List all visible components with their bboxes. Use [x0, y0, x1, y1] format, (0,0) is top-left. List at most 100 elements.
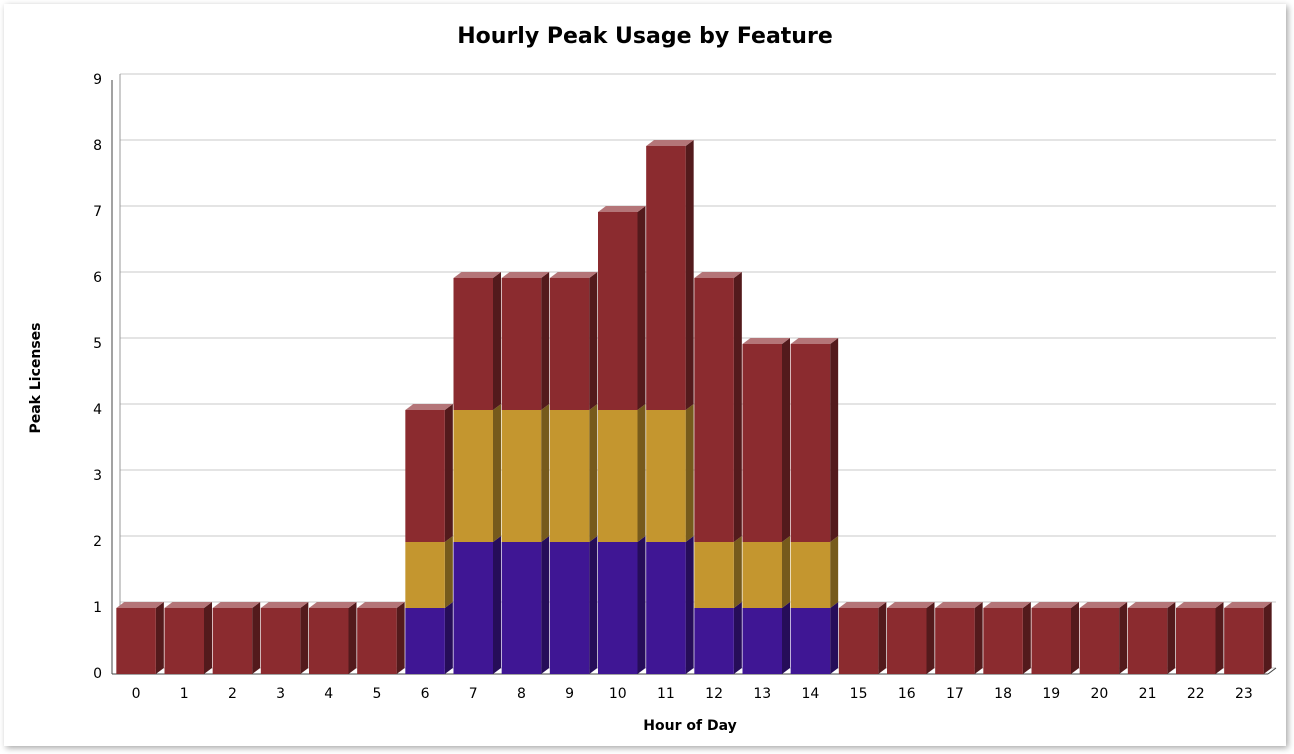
bar-side — [830, 338, 839, 542]
bar-segment — [790, 344, 831, 542]
bar-top — [501, 272, 550, 278]
x-tick-label: 21 — [1139, 686, 1157, 702]
bar-side — [444, 602, 453, 674]
y-tick-label: 8 — [93, 138, 102, 154]
bar-top — [598, 206, 646, 212]
bar-segment — [501, 278, 542, 410]
bar-top — [405, 404, 453, 410]
bar-side — [492, 272, 501, 410]
x-tick-label: 1 — [180, 686, 189, 702]
bar-segment — [742, 344, 782, 542]
bar-segment — [646, 410, 686, 542]
bar-top — [453, 272, 501, 278]
bar-side — [926, 602, 935, 674]
x-tick-label: 2 — [228, 686, 237, 702]
bar-segment — [453, 278, 493, 410]
bar-top — [1224, 602, 1272, 608]
bar-side — [685, 140, 694, 410]
bar-side — [974, 602, 983, 674]
x-axis-title: Hour of Day — [643, 718, 736, 734]
x-tick-label: 11 — [657, 686, 675, 702]
bar-top — [1031, 602, 1079, 608]
bar-side — [444, 404, 453, 542]
bar-segment — [983, 608, 1023, 674]
x-tick-label: 22 — [1187, 686, 1205, 702]
x-tick-label: 13 — [753, 686, 771, 702]
bar-top — [935, 602, 983, 608]
x-tick-label: 15 — [850, 686, 868, 702]
bar-top — [309, 602, 357, 608]
bar-top — [1176, 602, 1224, 608]
x-tick-label: 20 — [1091, 686, 1109, 702]
bar-side — [830, 602, 839, 674]
bar-segment — [309, 608, 349, 674]
x-tick-label: 6 — [421, 686, 430, 702]
bar-side — [637, 536, 646, 674]
x-tick-label: 17 — [946, 686, 964, 702]
bar-side — [155, 602, 164, 674]
bar-side — [444, 536, 453, 608]
bar-side — [637, 206, 646, 410]
bar-segment — [1031, 608, 1071, 674]
x-tick-label: 14 — [802, 686, 820, 702]
bar-top — [357, 602, 405, 608]
bar-top — [790, 338, 839, 344]
bar-segment — [116, 608, 156, 674]
bar-segment — [453, 410, 493, 542]
bar-side — [781, 536, 790, 608]
x-tick-label: 12 — [705, 686, 723, 702]
bar-segment — [1176, 608, 1216, 674]
y-tick-label: 3 — [93, 468, 102, 484]
x-tick-label: 5 — [372, 686, 381, 702]
bar-side — [685, 404, 694, 542]
bar-side — [300, 602, 309, 674]
bar-side — [1215, 602, 1224, 674]
bar-side — [1022, 602, 1031, 674]
bar-segment — [790, 542, 831, 608]
bar-side — [589, 404, 598, 542]
bar-segment — [357, 608, 397, 674]
y-tick-label: 4 — [93, 402, 102, 418]
x-tick-label: 4 — [324, 686, 333, 702]
bar-segment — [260, 608, 301, 674]
bar-segment — [1127, 608, 1168, 674]
y-tick-label: 2 — [93, 534, 102, 550]
bar-top — [646, 140, 694, 146]
bar-segment — [405, 542, 445, 608]
bar-top — [838, 602, 887, 608]
bar-segment — [646, 542, 686, 674]
bar-segment — [598, 542, 638, 674]
bar-side — [781, 602, 790, 674]
y-tick-label: 7 — [93, 204, 102, 220]
bar-side — [348, 602, 357, 674]
x-tick-label: 3 — [276, 686, 285, 702]
bar-top — [887, 602, 935, 608]
bar-segment — [742, 542, 782, 608]
x-tick-label: 8 — [517, 686, 526, 702]
bar-side — [492, 404, 501, 542]
bar-segment — [694, 278, 734, 542]
bar-segment — [405, 410, 445, 542]
bar-segment — [501, 410, 542, 542]
bar-top — [164, 602, 212, 608]
bar-side — [637, 404, 646, 542]
bar-side — [733, 602, 742, 674]
bar-top — [1079, 602, 1128, 608]
bar-segment — [1224, 608, 1264, 674]
bar-segment — [598, 410, 638, 542]
bar-segment — [164, 608, 204, 674]
bar-segment — [694, 608, 734, 674]
bar-segment — [549, 542, 590, 674]
bar-segment — [501, 542, 542, 674]
bar-top — [983, 602, 1031, 608]
bar-side — [589, 536, 598, 674]
bar-side — [589, 272, 598, 410]
bar-side — [541, 536, 550, 674]
y-tick-label: 1 — [93, 600, 102, 616]
bar-side — [541, 272, 550, 410]
bar-segment — [549, 410, 590, 542]
x-tick-label: 10 — [609, 686, 627, 702]
bar-side — [685, 536, 694, 674]
bar-segment — [694, 542, 734, 608]
